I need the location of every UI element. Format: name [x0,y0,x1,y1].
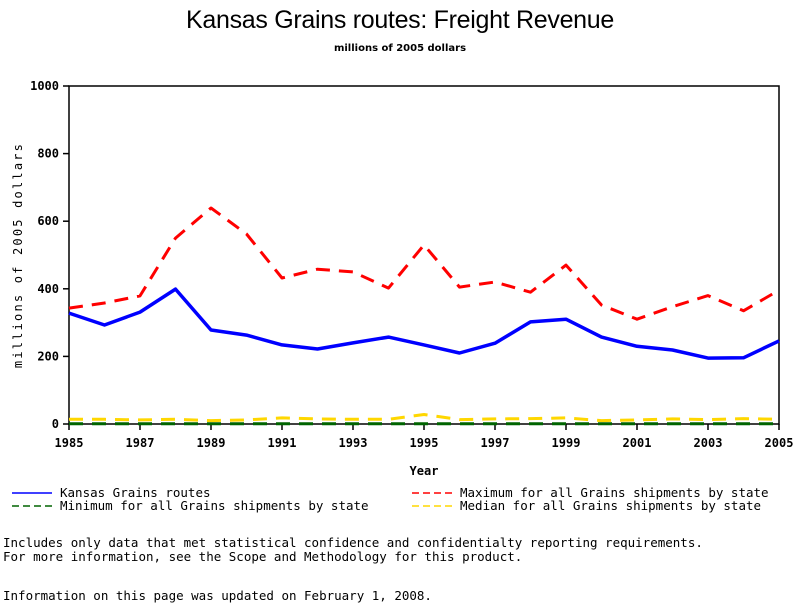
y-tick-label: 0 [52,417,59,431]
x-tick-label: 1999 [552,436,581,450]
series-line-kansas-grains-routes [69,289,779,358]
x-tick-label: 2005 [765,436,794,450]
x-tick-label: 1993 [339,436,368,450]
x-tick-label: 1997 [481,436,510,450]
x-tick-label: 2001 [623,436,652,450]
x-tick-label: 1989 [197,436,226,450]
y-axis: 0 200 400 600 800 1000 [30,79,69,431]
y-tick-label: 600 [37,214,59,228]
plot-border [69,86,779,424]
series-line-maximum-for-all-grains-shipments-by-state [69,208,779,319]
legend-item: Median for all Grains shipments by state [412,498,761,513]
x-tick-label: 1995 [410,436,439,450]
y-axis-label: millions of 2005 dollars [11,142,25,368]
footnote-methodology: For more information, see the Scope and … [3,549,522,564]
footnote-updated: Information on this page was updated on … [3,588,432,603]
x-axis: 1985 1987 1989 1991 1993 1995 1997 1999 2001 2003… [55,424,794,450]
y-tick-label: 400 [37,282,59,296]
footnote-confidence: Includes only data that met statistical … [3,535,703,550]
x-tick-label: 2003 [694,436,723,450]
x-tick-label: 1987 [126,436,155,450]
legend-label: Median for all Grains shipments by state [460,498,761,513]
legend-label: Minimum for all Grains shipments by stat… [60,498,369,513]
series-layer [69,208,779,424]
legend-item: Minimum for all Grains shipments by stat… [12,498,369,513]
y-tick-label: 1000 [30,79,59,93]
series-line-median-for-all-grains-shipments-by-state [69,415,779,421]
x-axis-label: Year [410,464,439,478]
plot-frame [69,86,779,424]
y-tick-label: 200 [37,349,59,363]
y-tick-label: 800 [37,147,59,161]
x-tick-label: 1991 [268,436,297,450]
x-tick-label: 1985 [55,436,84,450]
